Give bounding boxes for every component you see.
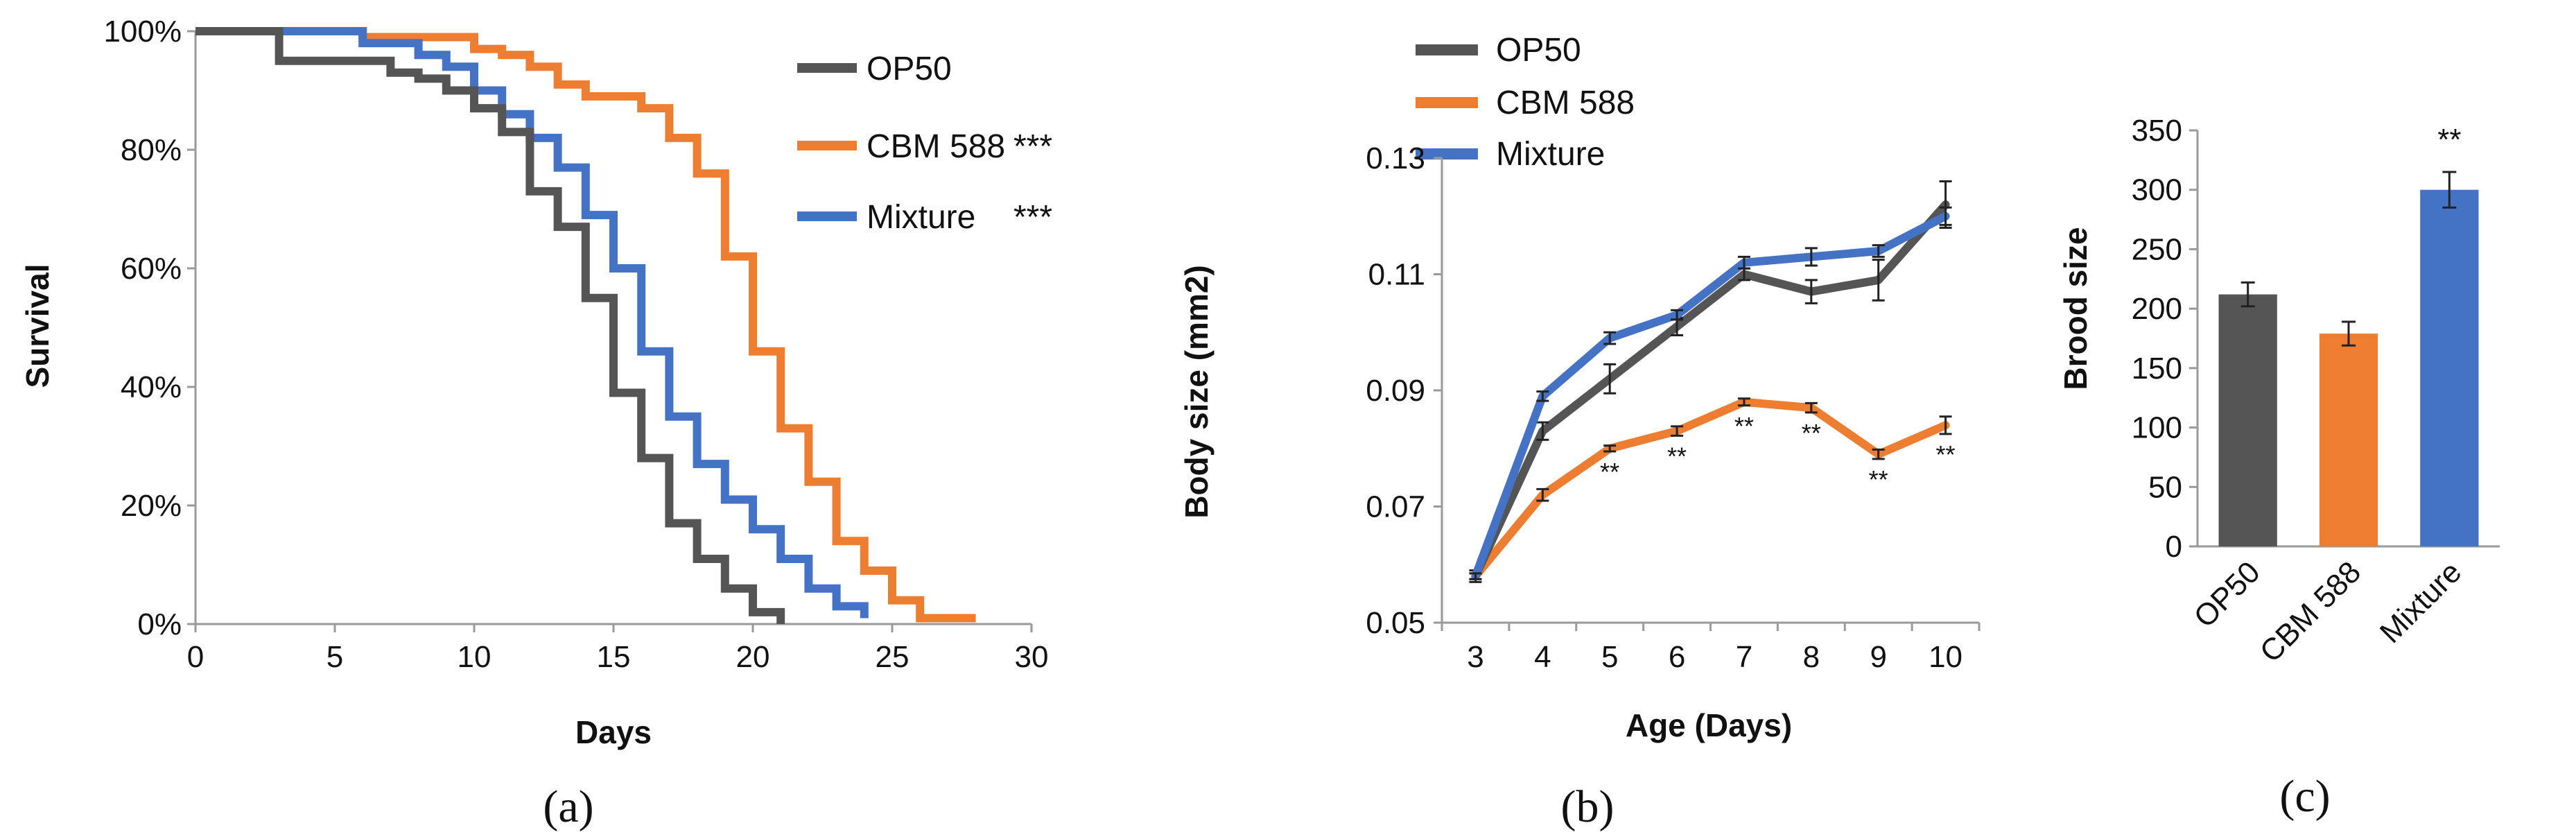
body-size-xlabel: Age (Days) (1626, 707, 1792, 743)
legend-label-op50: OP50 (867, 51, 952, 87)
brood-significance-mixture: ** (2437, 123, 2461, 157)
survival-x-tick-label: 5 (327, 640, 343, 674)
body-size-x-tick-label: 10 (1929, 640, 1963, 674)
body-size-x-tick-label: 6 (1669, 640, 1685, 674)
survival-y-tick-label: 40% (121, 370, 182, 404)
brood-x-tick-label-mixture: Mixture (2374, 555, 2469, 650)
brood-bar-mixture (2420, 189, 2479, 546)
body-size-significance: ** (1802, 419, 1821, 447)
survival-x-tick-label: 10 (458, 640, 491, 674)
body-size-x-tick-label: 7 (1736, 640, 1752, 674)
body-size-legend: OP50 CBM 588 Mixture (1416, 32, 1635, 173)
survival-x-tick-label: 15 (597, 640, 631, 674)
body-size-significance: ** (1869, 465, 1888, 494)
panel-label-a: (a) (543, 781, 593, 832)
body-size-x-tick-label: 5 (1601, 640, 1618, 674)
survival-x-tick-label: 20 (736, 640, 770, 674)
survival-x-tick-label: 0 (187, 640, 204, 674)
body-size-y-tick-label: 0.07 (1366, 490, 1425, 524)
body-size-x-tick-label: 4 (1534, 640, 1551, 674)
survival-x-tick-label: 25 (876, 640, 910, 674)
body-size-y-tick-label: 0.11 (1368, 258, 1425, 292)
brood-bar-op50 (2218, 294, 2277, 546)
survival-line-mixture (195, 27, 869, 619)
body-size-line-cbm-588 (1471, 397, 1950, 580)
legend-label-mixture: Mixture (867, 199, 975, 236)
body-size-x-tick-label: 8 (1803, 640, 1820, 674)
body-legend-label-op50: OP50 (1496, 32, 1581, 69)
body-size-x-tick-label: 9 (1870, 640, 1886, 674)
survival-ylabel: Survival (19, 264, 55, 388)
body-size-line-mixture (1471, 211, 1950, 580)
brood-y-tick-label: 250 (2132, 232, 2182, 266)
body-legend-label-mixture: Mixture (1496, 136, 1605, 173)
brood-y-tick-label: 200 (2132, 292, 2182, 326)
survival-line-op50 (195, 27, 785, 624)
brood-size-ylabel: Brood size (2057, 227, 2094, 390)
legend-label-cbm-588: CBM 588 (867, 128, 1005, 165)
brood-y-tick-label: 300 (2132, 173, 2182, 207)
legend-sig-mixture: *** (1013, 199, 1052, 236)
brood-x-tick-label-op50: OP50 (2188, 555, 2267, 634)
survival-y-tick-label: 60% (121, 252, 182, 286)
brood-size-chart: Brood size 0 50 100 150 200 250 300 350 OP50CBM … (2057, 114, 2500, 669)
survival-x-tick-label: 30 (1015, 640, 1049, 674)
survival-line-cbm-588 (195, 27, 976, 623)
survival-y-tick-label: 80% (121, 133, 182, 167)
body-size-line-op50 (1471, 200, 1950, 580)
brood-y-tick-label: 350 (2132, 114, 2182, 148)
survival-y-tick-label: 0% (137, 607, 182, 641)
body-size-significance: ** (1734, 412, 1754, 440)
brood-y-tick-label: 0 (2166, 530, 2182, 564)
brood-y-tick-label: 50 (2148, 470, 2182, 504)
survival-xlabel: Days (575, 714, 652, 750)
body-legend-label-cbm-588: CBM 588 (1496, 85, 1635, 121)
brood-x-tick-label-cbm-588: CBM 588 (2254, 555, 2367, 668)
survival-y-tick-label: 100% (103, 15, 182, 49)
brood-bar-cbm-588 (2319, 334, 2378, 546)
body-size-y-tick-label: 0.05 (1366, 606, 1425, 640)
brood-y-tick-label: 100 (2132, 411, 2182, 445)
body-size-x-tick-label: 3 (1467, 640, 1483, 674)
panel-label-c: (c) (2279, 771, 2330, 822)
body-size-significance: ** (1600, 458, 1619, 486)
body-size-ylabel: Body size (mm2) (1178, 265, 1215, 519)
survival-legend: OP50 CBM 588 *** Mixture *** (797, 51, 1052, 236)
body-size-significance: ** (1667, 442, 1687, 470)
survival-y-tick-label: 20% (121, 489, 182, 523)
body-size-y-tick-label: 0.13 (1366, 141, 1425, 175)
panel-label-b: (b) (1561, 781, 1615, 832)
survival-chart: Survival Days OP50 CBM 588 *** Mixture *** 0… (19, 15, 1052, 750)
brood-y-tick-label: 150 (2132, 352, 2182, 386)
body-size-y-tick-label: 0.09 (1366, 374, 1425, 408)
body-size-chart: Body size (mm2) Age (Days) OP50 CBM 588 Mi… (1178, 32, 1981, 743)
body-size-significance: ** (1936, 440, 1956, 469)
legend-sig-cbm-588: *** (1013, 128, 1052, 165)
